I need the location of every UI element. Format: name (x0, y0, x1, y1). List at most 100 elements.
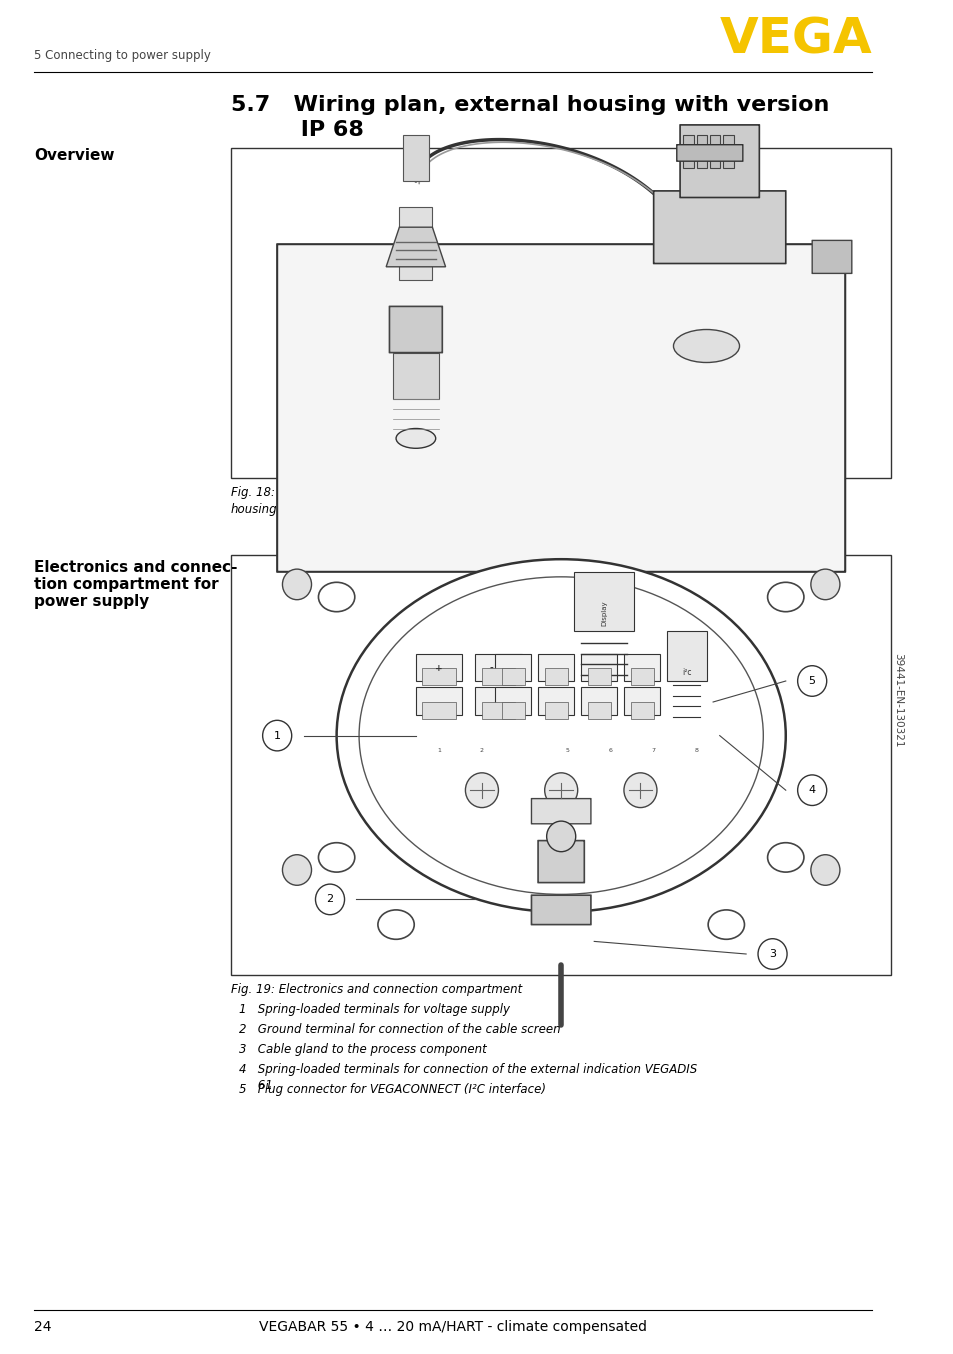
Ellipse shape (673, 329, 739, 363)
Text: Display: Display (600, 601, 606, 627)
Ellipse shape (336, 559, 785, 913)
Bar (231, 555, 890, 975)
Ellipse shape (707, 910, 743, 940)
Text: tion compartment for: tion compartment for (34, 577, 218, 592)
Text: 5 Connecting to power supply: 5 Connecting to power supply (34, 49, 211, 62)
Bar (475, 654, 521, 681)
Text: 3: 3 (768, 949, 775, 959)
Circle shape (282, 569, 312, 600)
Bar (481, 701, 515, 719)
Text: +: + (435, 663, 442, 673)
Bar (666, 631, 706, 681)
Bar (537, 654, 574, 681)
Text: 4   Spring-loaded terminals for connection of the external indication VEGADIS
  : 4 Spring-loaded terminals for connection… (238, 1063, 696, 1091)
Text: IP 68: IP 68 (231, 121, 363, 139)
Circle shape (810, 854, 839, 886)
Text: 4: 4 (808, 785, 815, 795)
Bar (709, 135, 720, 168)
FancyBboxPatch shape (389, 306, 442, 352)
FancyBboxPatch shape (811, 241, 851, 274)
Text: 24: 24 (34, 1320, 51, 1334)
Ellipse shape (767, 582, 803, 612)
Polygon shape (386, 227, 445, 267)
Bar (630, 669, 653, 685)
Ellipse shape (377, 910, 414, 940)
Text: Electronics and connec-: Electronics and connec- (34, 561, 237, 575)
FancyBboxPatch shape (653, 191, 785, 264)
Ellipse shape (767, 842, 803, 872)
Text: 2: 2 (479, 749, 483, 753)
Text: 3   Cable gland to the process component: 3 Cable gland to the process component (238, 1043, 486, 1056)
Bar (501, 701, 524, 719)
Bar (587, 669, 610, 685)
Text: 2   Ground terminal for connection of the cable screen: 2 Ground terminal for connection of the … (238, 1024, 559, 1036)
Bar (402, 135, 429, 181)
FancyBboxPatch shape (594, 320, 646, 347)
Text: 5: 5 (808, 676, 815, 686)
Bar (501, 669, 524, 685)
Circle shape (810, 569, 839, 600)
Bar (481, 669, 515, 685)
Circle shape (546, 821, 575, 852)
Text: Fig. 19: Electronics and connection compartment: Fig. 19: Electronics and connection comp… (231, 983, 521, 997)
Bar (623, 654, 659, 681)
Text: 39441-EN-130321: 39441-EN-130321 (892, 653, 902, 747)
Circle shape (315, 884, 344, 915)
Bar (614, 370, 824, 395)
Text: 1   Spring-loaded terminals for voltage supply: 1 Spring-loaded terminals for voltage su… (238, 1003, 509, 1016)
Bar (495, 654, 531, 681)
Bar (682, 135, 693, 168)
Text: i²c: i²c (681, 668, 691, 677)
FancyBboxPatch shape (277, 244, 844, 571)
Circle shape (262, 720, 292, 751)
Text: VEGABAR 55 • 4 … 20 mA/HART - climate compensated: VEGABAR 55 • 4 … 20 mA/HART - climate co… (259, 1320, 647, 1334)
Text: 1: 1 (436, 749, 440, 753)
FancyBboxPatch shape (676, 145, 742, 161)
FancyBboxPatch shape (537, 841, 583, 883)
Bar (495, 688, 531, 715)
Bar (422, 701, 455, 719)
Text: 1: 1 (274, 731, 280, 741)
Text: 2: 2 (326, 895, 334, 904)
FancyBboxPatch shape (531, 895, 590, 925)
Text: power supply: power supply (34, 594, 150, 609)
Circle shape (623, 773, 657, 807)
Bar (544, 669, 567, 685)
Bar (587, 701, 610, 719)
Text: 7: 7 (651, 749, 655, 753)
Text: -: - (490, 663, 494, 673)
Circle shape (758, 938, 786, 969)
Bar (580, 688, 617, 715)
Text: 6: 6 (608, 749, 612, 753)
Text: 8: 8 (694, 749, 698, 753)
Circle shape (797, 774, 826, 806)
Circle shape (465, 773, 497, 807)
Text: Overview: Overview (34, 148, 114, 162)
Text: VEGA: VEGA (719, 15, 872, 64)
Bar (574, 571, 633, 631)
Bar (422, 669, 455, 685)
Bar (416, 654, 461, 681)
FancyBboxPatch shape (639, 264, 799, 329)
Bar (231, 148, 890, 478)
Bar (580, 654, 617, 681)
Circle shape (544, 773, 578, 807)
Circle shape (282, 854, 312, 886)
Ellipse shape (395, 428, 436, 448)
Text: Fig. 18: VEGABAR 55 in IP 68 version 25 bar and axial cable outlet, external
hou: Fig. 18: VEGABAR 55 in IP 68 version 25 … (231, 486, 679, 516)
Bar (696, 135, 706, 168)
Ellipse shape (318, 582, 355, 612)
Bar (399, 207, 432, 280)
Text: 5   Plug connector for VEGACONNECT (I²C interface): 5 Plug connector for VEGACONNECT (I²C in… (238, 1083, 545, 1095)
Bar (544, 701, 567, 719)
Bar (393, 352, 438, 399)
FancyBboxPatch shape (679, 125, 759, 198)
FancyBboxPatch shape (531, 799, 590, 823)
Bar (623, 688, 659, 715)
Bar (537, 688, 574, 715)
Bar (722, 135, 733, 168)
Bar (475, 688, 521, 715)
FancyBboxPatch shape (590, 334, 610, 351)
Bar (630, 701, 653, 719)
Text: 5.7   Wiring plan, external housing with version: 5.7 Wiring plan, external housing with v… (231, 95, 828, 115)
